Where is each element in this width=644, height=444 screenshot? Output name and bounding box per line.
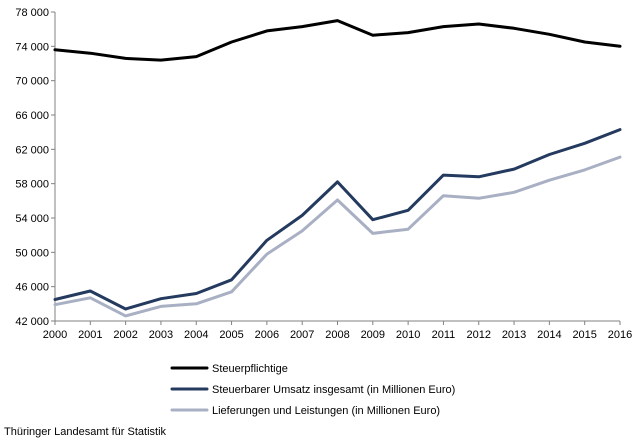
series-lines	[53, 19, 622, 318]
y-tick-label: 54 000	[15, 213, 49, 225]
x-tick-label: 2004	[184, 329, 208, 341]
y-tick-label: 58 000	[15, 179, 49, 191]
legend-label: Lieferungen und Leistungen (in Millionen…	[212, 405, 440, 417]
series-line-2	[53, 128, 622, 311]
source-note: Thüringer Landesamt für Statistik	[4, 426, 167, 438]
x-tick-label: 2001	[78, 329, 102, 341]
x-tick-label: 2013	[502, 329, 526, 341]
x-tick-label: 2008	[325, 329, 349, 341]
y-tick-label: 74 000	[15, 41, 49, 53]
y-tick-label: 70 000	[15, 76, 49, 88]
y-tick-label: 62 000	[15, 144, 49, 156]
x-tick-label: 2000	[43, 329, 67, 341]
x-tick-label: 2007	[290, 329, 314, 341]
x-tick-label: 2006	[255, 329, 279, 341]
x-tick-label: 2011	[432, 329, 456, 341]
x-tick-label: 2015	[572, 329, 596, 341]
x-tick-label: 2005	[219, 329, 243, 341]
y-tick-label: 78 000	[15, 7, 49, 19]
x-tick-label: 2003	[149, 329, 173, 341]
x-tick-label: 2010	[396, 329, 420, 341]
y-tick-label: 42 000	[15, 316, 49, 328]
y-tick-label: 46 000	[15, 282, 49, 294]
y-axis-ticks: 42 000 46 000 50 000 54 000 58 000 62 000 66 0…	[15, 7, 55, 328]
x-tick-label: 2012	[467, 329, 491, 341]
x-axis-ticks: 2000 2001 2002 2003 2004 2005 2006 2007 2008 2009…	[43, 321, 632, 341]
x-tick-label: 2016	[608, 329, 632, 341]
x-tick-label: 2014	[537, 329, 561, 341]
y-tick-label: 66 000	[15, 110, 49, 122]
legend-label: Steuerbarer Umsatz insgesamt (in Million…	[212, 384, 455, 396]
legend-label: Steuerpflichtige	[212, 363, 288, 375]
x-tick-label: 2002	[113, 329, 137, 341]
x-tick-label: 2009	[361, 329, 385, 341]
legend: Steuerpflichtige Steuerbarer Umsatz insge…	[170, 363, 455, 417]
y-tick-label: 50 000	[15, 247, 49, 259]
series-line-1	[53, 19, 622, 62]
